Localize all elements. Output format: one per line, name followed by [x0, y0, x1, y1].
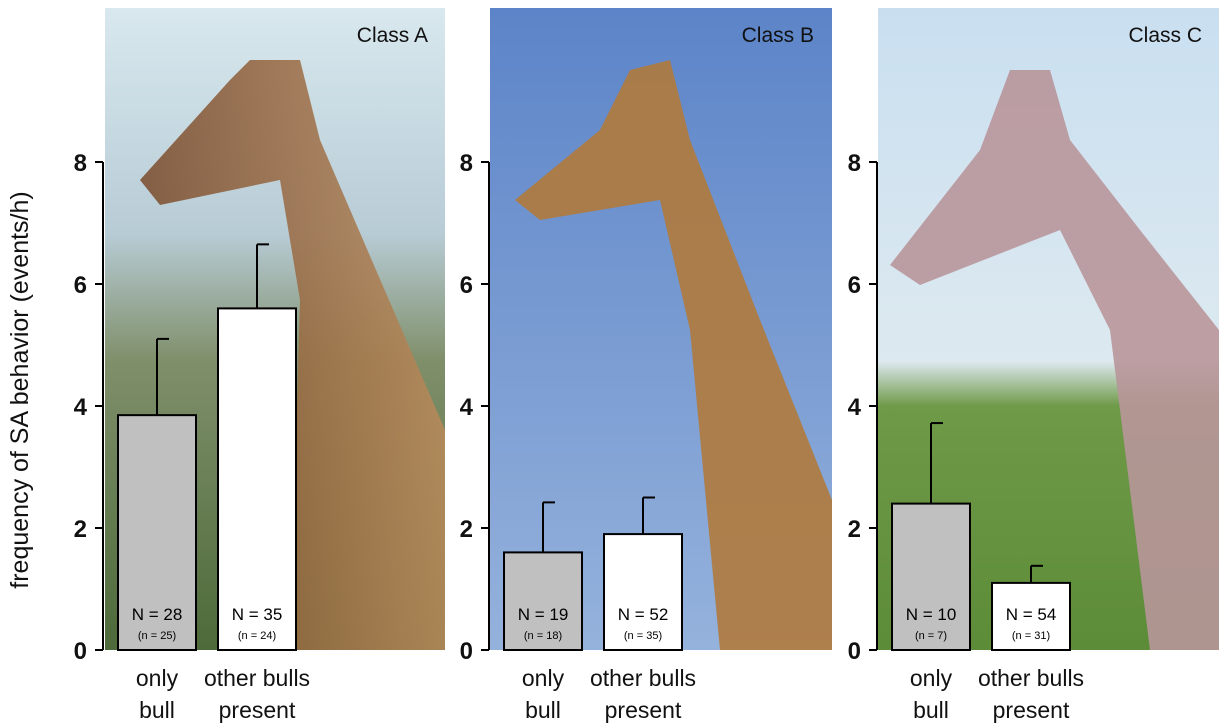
y-tick-label: 4	[460, 394, 474, 421]
bar	[892, 504, 970, 650]
panel-title: Class B	[742, 24, 814, 47]
y-tick-label: 0	[74, 638, 87, 665]
y-tick-label: 8	[848, 150, 861, 177]
sub-n-label: (n = 7)	[915, 630, 947, 642]
y-tick-label: 0	[848, 638, 861, 665]
chart: Class A 0 2 4 6 8 N = 28 (n = 25) N = 35 (n = 24)…	[0, 0, 1219, 727]
n-label: N = 19	[518, 605, 569, 624]
y-tick-label: 6	[848, 272, 861, 299]
bar	[218, 308, 296, 650]
n-label: N = 10	[906, 605, 957, 624]
sub-n-label: (n = 35)	[624, 630, 662, 642]
n-label: N = 52	[618, 605, 669, 624]
y-tick-label: 4	[74, 394, 88, 421]
y-tick-label: 6	[460, 272, 473, 299]
x-tick-label: other bulls present	[961, 662, 1101, 726]
sub-n-label: (n = 31)	[1012, 630, 1050, 642]
page: Class A 0 2 4 6 8 N = 28 (n = 25) N = 35 (n = 24)…	[0, 0, 1219, 727]
sub-n-label: (n = 25)	[138, 630, 176, 642]
y-tick-label: 2	[74, 516, 87, 543]
sub-n-label: (n = 24)	[238, 630, 276, 642]
n-label: N = 54	[1006, 605, 1057, 624]
y-tick-label: 4	[848, 394, 862, 421]
x-tick-label: other bulls present	[573, 662, 713, 726]
n-label: N = 28	[132, 605, 183, 624]
y-axis-label: frequency of SA behavior (events/h)	[6, 191, 34, 588]
y-tick-label: 2	[460, 516, 473, 543]
y-tick-label: 8	[74, 150, 87, 177]
n-label: N = 35	[232, 605, 283, 624]
y-tick-label: 2	[848, 516, 861, 543]
y-tick-label: 6	[74, 272, 87, 299]
panel-title: Class C	[1128, 24, 1202, 47]
sub-n-label: (n = 18)	[524, 630, 562, 642]
y-tick-label: 0	[460, 638, 473, 665]
x-tick-label: other bulls present	[187, 662, 327, 726]
y-tick-label: 8	[460, 150, 473, 177]
panel-title: Class A	[357, 24, 428, 47]
